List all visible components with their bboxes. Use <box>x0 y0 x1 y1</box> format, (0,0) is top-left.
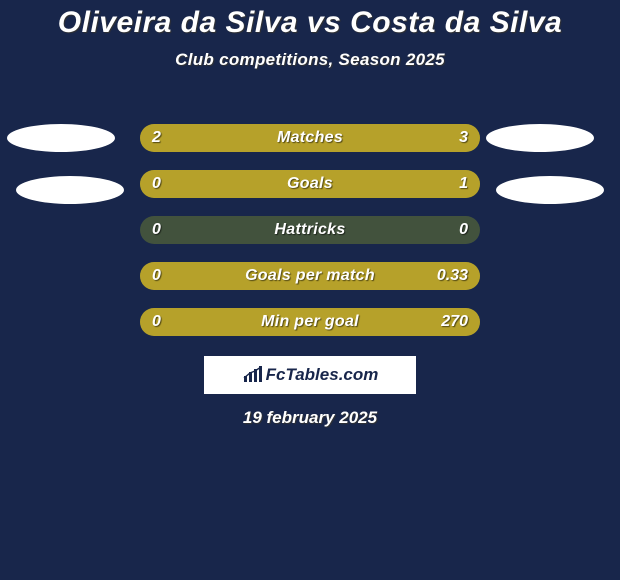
metric-label: Min per goal <box>140 308 480 336</box>
comparison-card: Oliveira da Silva vs Costa da Silva Club… <box>0 0 620 580</box>
stats-container: 23Matches 01Goals 00Hattricks 00.33Goals pe… <box>140 124 480 354</box>
subtitle: Club competitions, Season 2025 <box>0 50 620 70</box>
brand-box[interactable]: FcTables.com <box>202 354 418 396</box>
stat-row: 23Matches <box>140 124 480 152</box>
stat-row: 00Hattricks <box>140 216 480 244</box>
metric-label: Goals per match <box>140 262 480 290</box>
team-placeholder <box>16 176 124 204</box>
stat-row: 01Goals <box>140 170 480 198</box>
brand-text: FcTables.com <box>266 365 379 385</box>
bar-chart-icon <box>242 366 264 384</box>
team-placeholder <box>486 124 594 152</box>
brand-mark: FcTables.com <box>242 365 379 385</box>
metric-label: Matches <box>140 124 480 152</box>
title: Oliveira da Silva vs Costa da Silva <box>0 0 620 40</box>
metric-label: Goals <box>140 170 480 198</box>
team-placeholder <box>496 176 604 204</box>
date-label: 19 february 2025 <box>0 408 620 428</box>
stat-row: 00.33Goals per match <box>140 262 480 290</box>
stat-row: 0270Min per goal <box>140 308 480 336</box>
metric-label: Hattricks <box>140 216 480 244</box>
team-placeholder <box>7 124 115 152</box>
